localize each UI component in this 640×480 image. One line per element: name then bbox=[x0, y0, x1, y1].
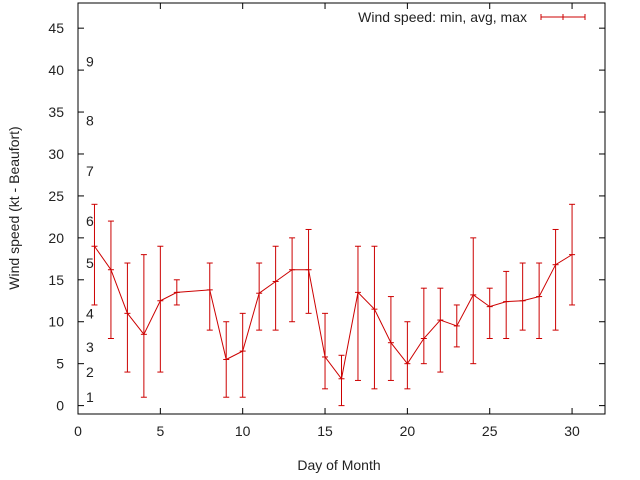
beaufort-label: 7 bbox=[86, 163, 94, 179]
x-tick-label: 30 bbox=[564, 423, 580, 439]
y-tick-label: 25 bbox=[48, 188, 64, 204]
x-tick-label: 0 bbox=[74, 423, 82, 439]
beaufort-label: 6 bbox=[86, 213, 94, 229]
beaufort-label: 4 bbox=[86, 305, 94, 321]
y-tick-label: 40 bbox=[48, 62, 64, 78]
y-axis-label: Wind speed (kt - Beaufort) bbox=[6, 126, 22, 289]
beaufort-label: 2 bbox=[86, 364, 94, 380]
y-tick-label: 5 bbox=[56, 356, 64, 372]
series-line bbox=[94, 245, 573, 380]
beaufort-label: 9 bbox=[86, 54, 94, 70]
y-tick-label: 35 bbox=[48, 104, 64, 120]
x-tick-label: 20 bbox=[400, 423, 416, 439]
y-tick-label: 45 bbox=[48, 20, 64, 36]
beaufort-label: 8 bbox=[86, 112, 94, 128]
y-tick-label: 30 bbox=[48, 146, 64, 162]
series-layer bbox=[91, 203, 576, 407]
legend-label: Wind speed: min, avg, max bbox=[358, 9, 527, 25]
y-tick-label: 0 bbox=[56, 398, 64, 414]
x-tick-label: 25 bbox=[482, 423, 498, 439]
x-tick-label: 15 bbox=[317, 423, 333, 439]
x-tick-label: 10 bbox=[235, 423, 251, 439]
beaufort-label: 1 bbox=[86, 389, 94, 405]
beaufort-label: 3 bbox=[86, 339, 94, 355]
y-tick-label: 20 bbox=[48, 230, 64, 246]
plot-frame bbox=[77, 2, 606, 415]
beaufort-label: 5 bbox=[86, 255, 94, 271]
y-tick-label: 10 bbox=[48, 314, 64, 330]
legend: Wind speed: min, avg, max bbox=[358, 9, 586, 25]
beaufort-labels: 1 2 3 4 5 6 7 8 9 bbox=[86, 54, 94, 406]
x-tick-label: 5 bbox=[156, 423, 164, 439]
y-tick-label: 15 bbox=[48, 272, 64, 288]
x-axis-label: Day of Month bbox=[297, 457, 380, 473]
